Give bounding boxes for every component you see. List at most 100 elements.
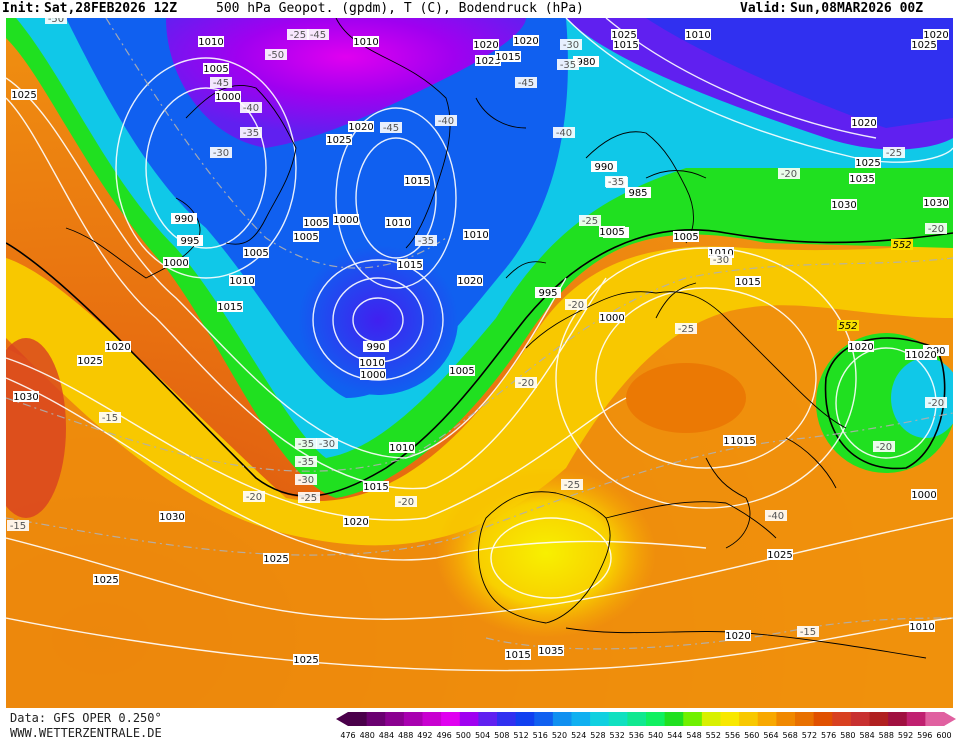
svg-text:1000: 1000 (599, 313, 624, 324)
isobar-label: 1030 (923, 197, 949, 209)
temperature-label-layer: -50-45-45-40-35-30-25-30-35-40-45-50-45-… (7, 18, 947, 638)
isobar-label: 1000 (911, 489, 937, 501)
map-header: Init: Sat,28FEB2026 12Z 500 hPa Geopot. … (0, 0, 959, 18)
colorbar-swatch (757, 712, 777, 726)
svg-text:1015: 1015 (495, 52, 520, 63)
website-link[interactable]: WWW.WETTERZENTRALE.DE (10, 726, 162, 740)
svg-text:995: 995 (180, 236, 199, 247)
isobar-label: 1025 (767, 549, 793, 561)
temperature-label: -35 (605, 176, 627, 188)
height-contour-label: 552 (837, 320, 859, 332)
temperature-label: -30 (210, 147, 232, 159)
colorbar-tick-label: 532 (610, 731, 625, 740)
colorbar-tick-label: 596 (917, 731, 932, 740)
isobar-label: 1005 (673, 231, 699, 243)
svg-text:1015: 1015 (217, 302, 242, 313)
temperature-label: -30 (560, 39, 582, 51)
svg-text:-25: -25 (886, 148, 902, 159)
svg-text:1020: 1020 (105, 342, 130, 353)
isobar-label: 1020 (851, 117, 877, 129)
temperature-label: -20 (395, 496, 417, 508)
isobar-label: 1005 (303, 217, 329, 229)
temperature-field (6, 18, 953, 708)
temperature-label: -20 (778, 168, 800, 180)
temperature-label: -15 (797, 626, 819, 638)
colorbar-tick-label: 520 (552, 731, 567, 740)
svg-text:1025: 1025 (263, 554, 288, 565)
isobar-label: 1025 (475, 55, 501, 67)
isobar-label: 1000 (599, 312, 625, 324)
isobar-label: 1005 (449, 365, 475, 377)
isobar-label: 1025 (911, 39, 937, 51)
svg-text:1015: 1015 (505, 650, 530, 661)
svg-text:-20: -20 (568, 300, 584, 311)
colorbar-swatch (664, 712, 684, 726)
isobar-label: 1025 (326, 134, 352, 146)
colorbar-swatch (348, 712, 368, 726)
isobar-label: 1015 (217, 301, 243, 313)
isobar-label: 995 (177, 235, 203, 247)
colorbar-tick-label: 552 (706, 731, 721, 740)
svg-text:-35: -35 (418, 236, 434, 247)
svg-text:985: 985 (628, 188, 647, 199)
colorbar-min-arrow (336, 712, 348, 726)
colorbar-swatch (720, 712, 740, 726)
colorbar-swatch (683, 712, 703, 726)
temperature-label: -45 (307, 29, 329, 41)
isobar-label: 1000 (333, 214, 359, 226)
isobar-label: 1015 (730, 435, 756, 447)
colorbar-swatch (571, 712, 591, 726)
svg-text:-25: -25 (301, 493, 317, 504)
svg-text:1025: 1025 (93, 575, 118, 586)
svg-text:552: 552 (838, 321, 857, 332)
svg-text:1035: 1035 (538, 646, 563, 657)
isobar-label: 1000 (215, 91, 241, 103)
colorbar-tick-label: 568 (783, 731, 798, 740)
svg-text:1015: 1015 (613, 40, 638, 51)
isobar-label: 1020 (348, 121, 374, 133)
svg-text:1025: 1025 (293, 655, 318, 666)
isobar-label: 1015 (505, 649, 531, 661)
svg-text:-20: -20 (246, 492, 262, 503)
colorbar-swatch (627, 712, 647, 726)
colorbar-swatch (813, 712, 833, 726)
svg-text:1030: 1030 (831, 200, 856, 211)
temperature-label: -35 (295, 456, 317, 468)
isobar-label: 990 (363, 341, 389, 353)
svg-text:-35: -35 (298, 457, 314, 468)
isobar-label: 1015 (495, 51, 521, 63)
colorbar-swatch (906, 712, 926, 726)
svg-text:-15: -15 (10, 521, 26, 532)
isobar-label: 1010 (685, 29, 711, 41)
colorbar-tick-label: 540 (648, 731, 663, 740)
colorbar-tick-label: 480 (360, 731, 375, 740)
isobar-label: 990 (591, 161, 617, 173)
isobar-label: 1030 (159, 511, 185, 523)
svg-text:1010: 1010 (685, 30, 710, 41)
svg-text:-25: -25 (678, 324, 694, 335)
isobar-label: 1025 (855, 157, 881, 169)
isobar-label: 1025 (263, 553, 289, 565)
svg-text:1010: 1010 (353, 37, 378, 48)
isobar-label: 1020 (343, 516, 369, 528)
svg-text:1010: 1010 (359, 358, 384, 369)
isobar-label: 1015 (397, 259, 423, 271)
isobar-label: 1015 (735, 276, 761, 288)
temperature-label: -45 (210, 77, 232, 89)
temperature-label: -20 (925, 223, 947, 235)
svg-text:-30: -30 (298, 475, 314, 486)
svg-text:1020: 1020 (851, 118, 876, 129)
colorbar-tick-label: 496 (436, 731, 451, 740)
isobar-label: 1000 (360, 369, 386, 381)
colorbar-tick-label: 548 (686, 731, 701, 740)
init-label: Init: (2, 1, 42, 16)
svg-text:1025: 1025 (77, 356, 102, 367)
svg-text:1000: 1000 (215, 92, 240, 103)
colorbar-tick-label: 560 (744, 731, 759, 740)
temperature-label: -35 (557, 59, 579, 71)
isobar-label: 1020 (473, 39, 499, 51)
svg-text:1015: 1015 (735, 277, 760, 288)
colorbar-tick-label: 556 (725, 731, 740, 740)
temperature-label: -25 (883, 147, 905, 159)
svg-text:1005: 1005 (303, 218, 328, 229)
